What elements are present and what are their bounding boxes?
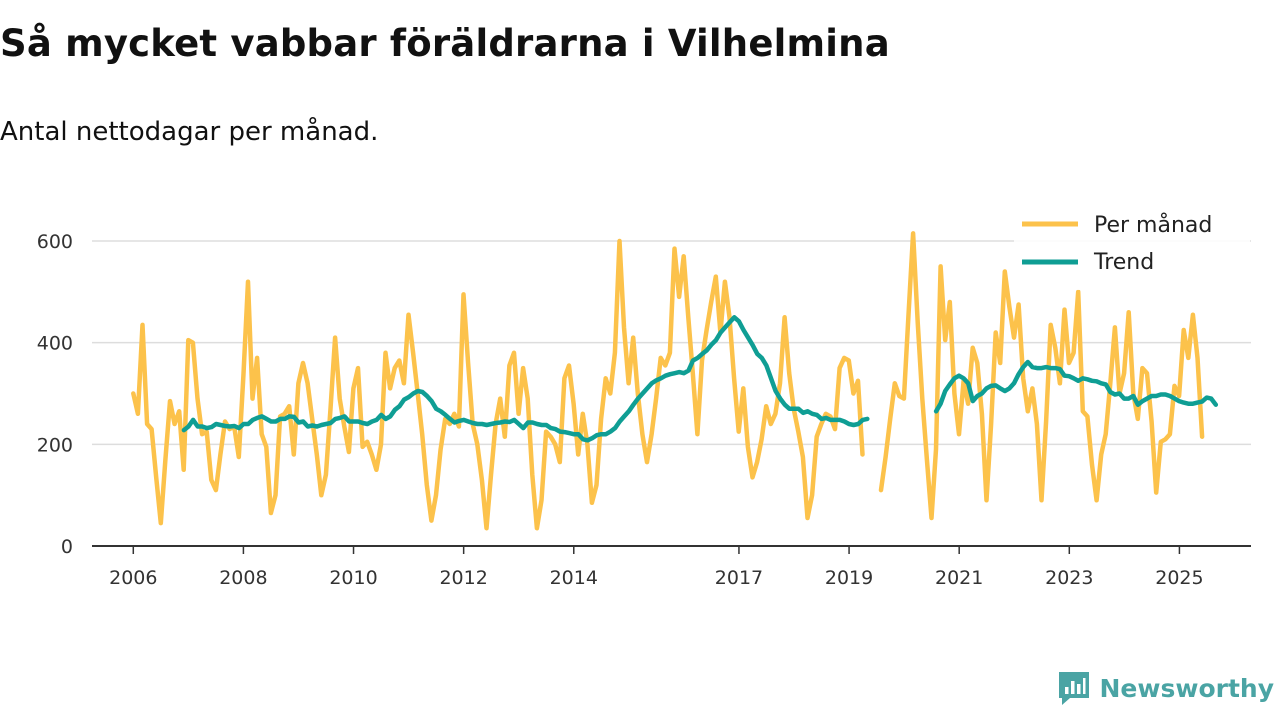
x-tick-label-2014: 2014	[550, 567, 598, 589]
legend-background	[1014, 204, 1250, 290]
series-line-per-manad-segment-2	[878, 231, 1205, 521]
x-tick-label-2012: 2012	[439, 567, 487, 589]
x-axis-ticks: 2006 2008 2010 2012 2014 2017 2019 2021 2023 2025	[109, 546, 1204, 589]
y-tick-label-400: 400	[37, 333, 73, 355]
x-tick-label-2010: 2010	[329, 567, 377, 589]
y-tick-label-200: 200	[37, 434, 73, 456]
legend: Per månad Trend	[1014, 204, 1250, 290]
x-tick-label-2008: 2008	[219, 567, 267, 589]
brand-name: Newsworthy	[1099, 673, 1275, 703]
x-tick-label-2017: 2017	[715, 567, 763, 589]
newsworthy-logo-icon	[1058, 672, 1089, 705]
series-line-trend-segment-2	[933, 359, 1219, 414]
chart-subtitle: Antal nettodagar per månad.	[0, 117, 379, 147]
chart-title: Så mycket vabbar föräldrarna i Vilhelmin…	[0, 22, 890, 65]
y-tick-label-0: 0	[61, 536, 73, 558]
x-tick-label-2021: 2021	[935, 567, 983, 589]
y-tick-label-600: 600	[37, 231, 73, 253]
y-axis-ticks: 0 200 400 600	[37, 231, 73, 558]
x-tick-label-2019: 2019	[825, 567, 873, 589]
legend-label-trend: Trend	[1093, 250, 1154, 275]
x-tick-label-2023: 2023	[1045, 567, 1093, 589]
x-tick-label-2006: 2006	[109, 567, 157, 589]
x-tick-label-2025: 2025	[1155, 567, 1203, 589]
brand-logo: Newsworthy	[1056, 670, 1275, 706]
series-line-trend-segment-1	[181, 315, 870, 443]
series-lines	[131, 231, 1219, 531]
legend-label-per-manad: Per månad	[1094, 212, 1212, 238]
series-line-per-manad-segment-1	[131, 238, 865, 531]
